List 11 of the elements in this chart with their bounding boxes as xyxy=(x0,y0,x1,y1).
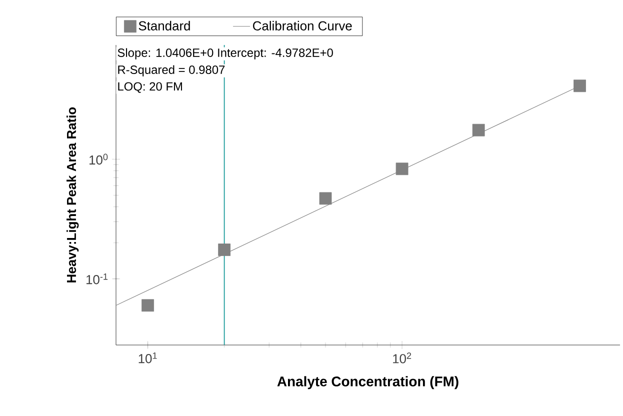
x-tick-label: 10$^{1}$ xyxy=(138,352,157,364)
x-tick-label: 10$^{2}$ xyxy=(393,352,412,364)
x-axis-title: Analyte Concentration (FM) xyxy=(277,376,458,390)
annotation: R-Squared = 0.9807 xyxy=(118,65,225,76)
annotation: LOQ: 20 FM xyxy=(118,82,182,93)
y-axis-title: Heavy:Light Peak Area Ratio xyxy=(66,107,79,282)
y-tick-label: 10$^{0}$ xyxy=(90,154,108,165)
annotation: Slope: 1.0406E+0 Intercept: -4.9782E+0 xyxy=(118,48,333,60)
legend-label: Calibration Curve xyxy=(253,20,352,30)
legend-label: Standard xyxy=(138,20,190,30)
y-tick-label: 10$^{-1}$ xyxy=(86,274,108,284)
